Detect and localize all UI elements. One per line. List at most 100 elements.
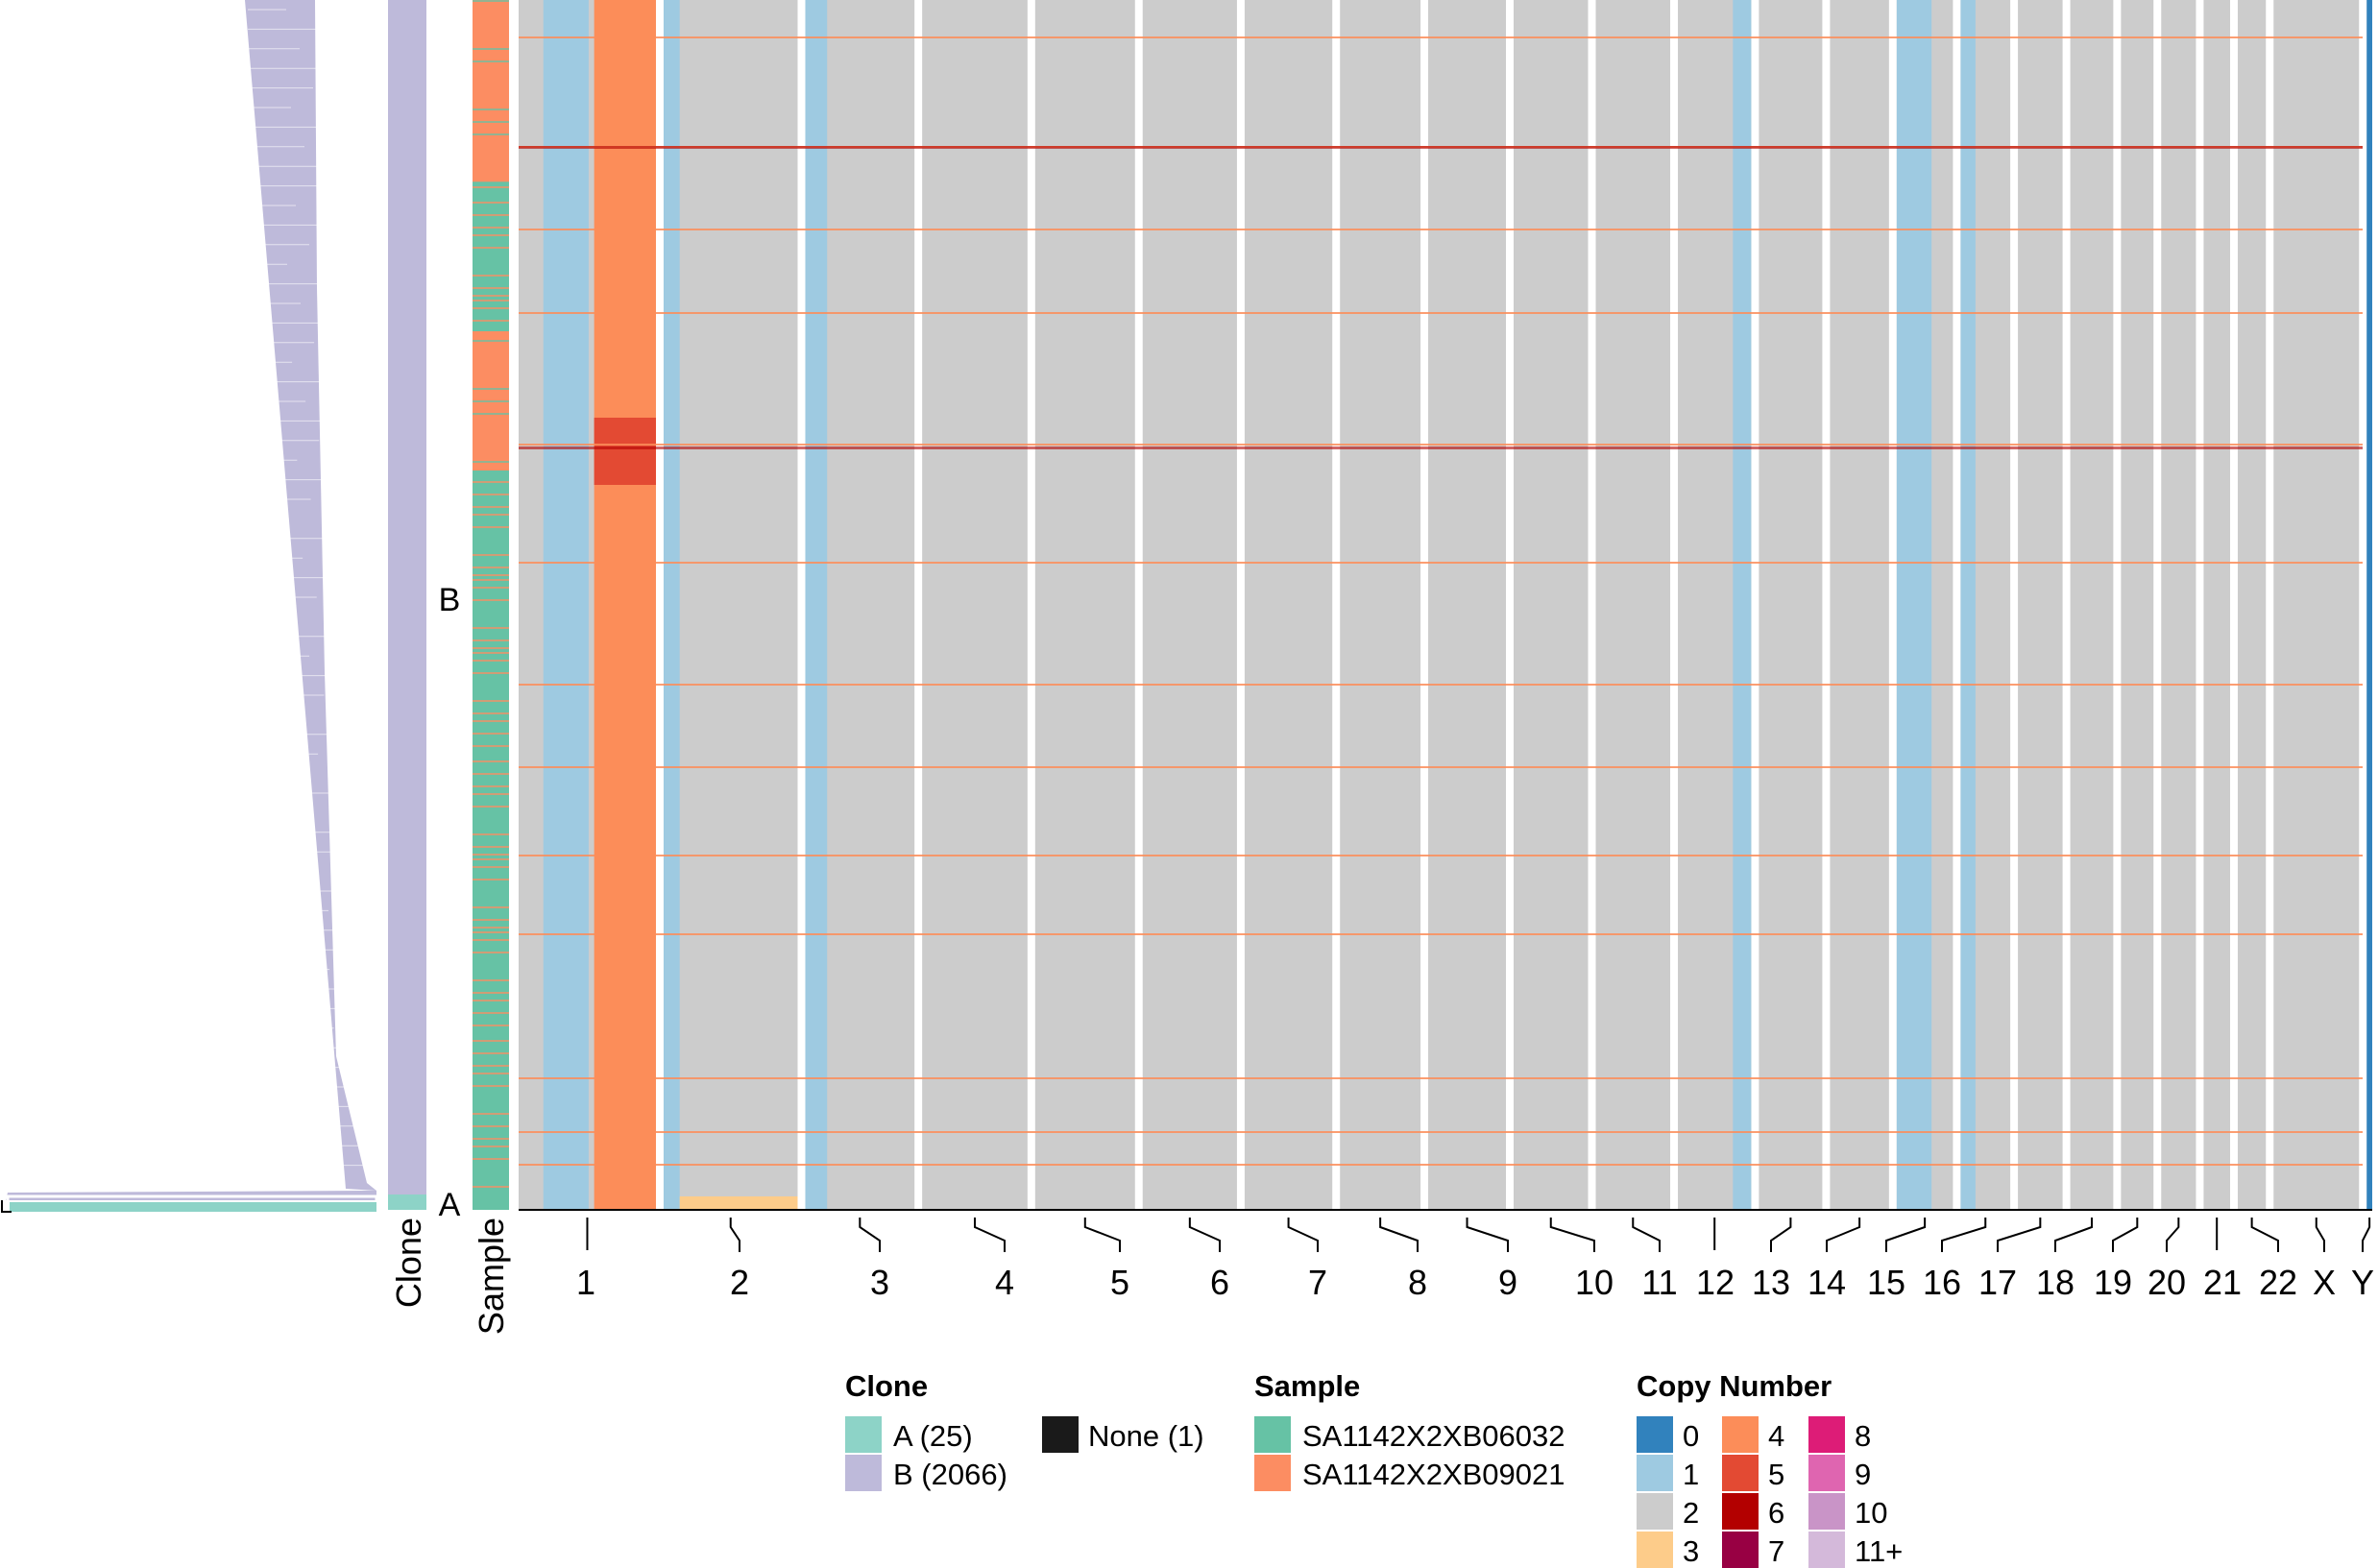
legend-swatch-cn-10: [1808, 1493, 1845, 1530]
chromosome-label-9: 9: [1498, 1263, 1517, 1302]
sample-track-stripe: [473, 287, 509, 289]
axis-tick: [1466, 1218, 1509, 1252]
sample-track-stripe: [473, 806, 509, 808]
clone-track-b: [388, 0, 426, 1194]
sample-legend: Sample SA1142X2XB06032 SA1142X2XB09021: [1254, 1369, 1565, 1491]
sample-track-stripe: [473, 992, 509, 994]
sample-track-stripe: [473, 854, 509, 856]
sample-track-stripe: [473, 599, 509, 601]
sample-track-stripe: [473, 154, 509, 156]
sample-track-stripe: [473, 327, 509, 329]
sample-track-stripe: [473, 879, 509, 880]
sample-track-stripe: [473, 340, 509, 342]
legend-swatch-sample-2: [1254, 1455, 1291, 1491]
axis-tick: [2112, 1218, 2139, 1252]
sample-track-stripe: [473, 1065, 509, 1067]
chromosome-label-2: 2: [730, 1263, 749, 1302]
chromosome-base: [2237, 0, 2267, 1210]
chromosome-block-1: [519, 0, 656, 1210]
legend-label-cn-9: 9: [1855, 1458, 1871, 1491]
sample-track-stripe: [473, 660, 509, 662]
sample-track-stripe: [473, 307, 509, 309]
sample-track-stripe: [473, 760, 509, 762]
legend-swatch-cn-8: [1808, 1416, 1845, 1453]
chromosome-base: [1142, 0, 1237, 1210]
legend-swatch-clone-a: [845, 1416, 882, 1453]
sample-track-stripe: [473, 514, 509, 516]
chromosome-base: [663, 0, 798, 1210]
sample-track-stripe: [473, 579, 509, 581]
sample-track-stripe: [473, 526, 509, 528]
outlier-cell-row: [519, 562, 2363, 564]
sample-track-stripe: [473, 1020, 509, 1022]
chromosome-label-11: 11: [1641, 1263, 1677, 1302]
sample-track-stripe: [473, 348, 509, 350]
sample-track-stripe: [473, 587, 509, 589]
axis-tick: [2250, 1218, 2279, 1252]
sample-track-stripe: [473, 773, 509, 775]
tree-clone-a-branches: [10, 1202, 376, 1212]
chromosome-block-9: [1428, 0, 1507, 1210]
sample-track-stripe: [473, 88, 509, 90]
sample-track-stripe: [473, 546, 509, 548]
sample-track-stripe: [473, 380, 509, 382]
axis-tick: [1632, 1218, 1661, 1252]
chromosome-base: [1034, 0, 1135, 1210]
sample-track-stripe: [473, 1073, 509, 1074]
legend-label-cn-2: 2: [1683, 1496, 1699, 1530]
sample-track-stripe: [473, 1113, 509, 1115]
sample-track-stripe: [473, 559, 509, 561]
sample-track-stripe: [473, 473, 509, 475]
sample-track-label: Sample: [472, 1218, 511, 1335]
sample-track-stripe: [473, 202, 509, 204]
sample-track-stripe: [473, 1093, 509, 1095]
sample-track-stripe: [473, 826, 509, 828]
chromosome-block-15: [1896, 0, 1953, 1210]
sample-track-stripe: [473, 486, 509, 488]
copy-number-heatmap: [519, 0, 2372, 1211]
sample-track-stripe: [473, 785, 509, 787]
legend-swatch-cn-3: [1637, 1532, 1673, 1568]
sample-track-stripe: [473, 206, 509, 208]
chromosome-label-20: 20: [2147, 1263, 2186, 1302]
sample-track-stripe: [473, 765, 509, 767]
sample-track-stripe: [473, 700, 509, 702]
sample-track-stripe: [473, 320, 509, 322]
axis-tick: [2054, 1218, 2093, 1252]
sample-track-stripe: [473, 279, 509, 281]
chrY-zero: [2366, 0, 2372, 1210]
sample-track-stripe: [473, 919, 509, 921]
outlier-cell-row: [519, 1131, 2363, 1133]
outlier-cell-row-high: [519, 146, 2363, 149]
sample-track-stripe: [473, 680, 509, 682]
sample-track-stripe: [473, 109, 509, 110]
chromosome-label-22: 22: [2259, 1263, 2297, 1302]
sample-track-stripe: [473, 947, 509, 949]
chromosome-block-14: [1830, 0, 1889, 1210]
sample-track-stripe: [473, 838, 509, 840]
legend-label-sample-1: SA1142X2XB06032: [1302, 1419, 1565, 1453]
sample-track-stripe: [473, 753, 509, 755]
sample-track-stripe: [473, 1000, 509, 1001]
chromosome-block-10: [1514, 0, 1589, 1210]
sample-track-stripe: [473, 466, 509, 468]
clone-legend: Clone A (25) B (2066) None (1): [845, 1369, 1204, 1491]
sample-track-block: [473, 0, 509, 182]
chromosome-block-18: [2070, 0, 2114, 1210]
sample-track-stripe: [473, 481, 509, 483]
sample-track-stripe: [473, 692, 509, 694]
axis-tick: [1083, 1218, 1121, 1252]
legend-label-clone-none: None (1): [1088, 1419, 1204, 1453]
chromosome-block-11: [1595, 0, 1671, 1210]
sample-track-stripe: [473, 295, 509, 297]
sample-track-stripe: [473, 506, 509, 508]
chromosome-block-y: [2366, 0, 2372, 1210]
outlier-cell-row-high: [519, 446, 2363, 449]
sample-track-stripe: [473, 267, 509, 269]
sample-track-stripe: [473, 234, 509, 236]
chromosome-label-5: 5: [1110, 1263, 1129, 1302]
legend-swatch-cn-7: [1722, 1532, 1759, 1568]
chromosome-base: [1830, 0, 1889, 1210]
sample-track-stripe: [473, 48, 509, 50]
sample-track-stripe: [473, 972, 509, 974]
